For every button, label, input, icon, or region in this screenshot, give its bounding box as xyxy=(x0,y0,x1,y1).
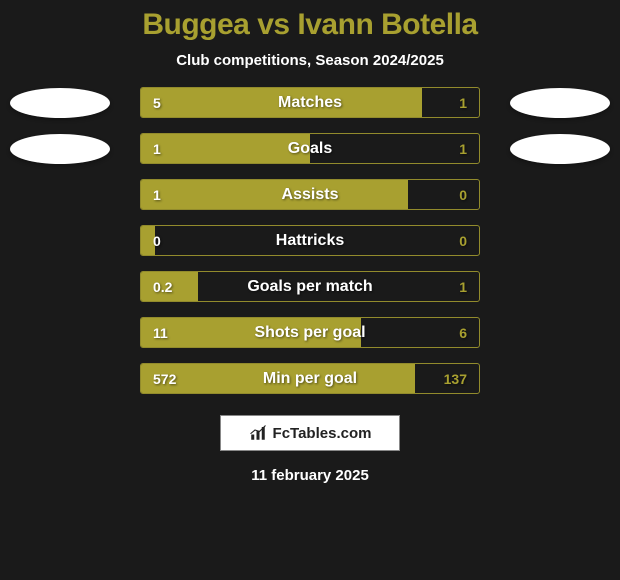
footer-date: 11 february 2025 xyxy=(251,467,369,484)
player-right-badge xyxy=(510,88,610,118)
fctables-logo[interactable]: FcTables.com xyxy=(220,415,400,451)
stat-bar-left: 1 xyxy=(141,180,408,209)
player-left-badge xyxy=(10,134,110,164)
player-left-badge xyxy=(10,88,110,118)
stat-label: Assists xyxy=(282,186,339,204)
subtitle: Club competitions, Season 2024/2025 xyxy=(176,52,444,69)
stat-row: 5 1 Matches xyxy=(0,87,620,118)
stat-value-right: 137 xyxy=(444,371,467,387)
stat-label: Shots per goal xyxy=(254,324,365,342)
stat-row: 1 0 Assists xyxy=(0,179,620,210)
stat-value-right: 1 xyxy=(459,141,467,157)
stat-bar-right: 1 xyxy=(422,88,479,117)
stat-row: 11 6 Shots per goal xyxy=(0,317,620,348)
stat-row: 1 1 Goals xyxy=(0,133,620,164)
stat-value-left: 1 xyxy=(153,187,161,203)
stat-bar-right: 1 xyxy=(310,134,479,163)
stat-bar: 1 1 Goals xyxy=(140,133,480,164)
player-right-badge xyxy=(510,134,610,164)
stat-bar-right: 6 xyxy=(361,318,479,347)
stat-bar: 0.2 1 Goals per match xyxy=(140,271,480,302)
stat-bar-left: 0.2 xyxy=(141,272,198,301)
stat-bar: 572 137 Min per goal xyxy=(140,363,480,394)
stat-value-left: 1 xyxy=(153,141,161,157)
stat-value-right: 1 xyxy=(459,279,467,295)
stat-row: 0 0 Hattricks xyxy=(0,225,620,256)
chart-icon xyxy=(249,424,267,442)
stat-label: Min per goal xyxy=(263,370,357,388)
stat-value-right: 1 xyxy=(459,95,467,111)
page-title: Buggea vs Ivann Botella xyxy=(142,8,477,42)
stat-bar-right: 0 xyxy=(408,180,479,209)
stat-bar-left: 0 xyxy=(141,226,155,255)
stat-value-right: 6 xyxy=(459,325,467,341)
comparison-chart: 51Matches11Goals10Assists00Hattricks0.21… xyxy=(0,87,620,409)
stat-bar: 11 6 Shots per goal xyxy=(140,317,480,348)
stat-label: Matches xyxy=(278,94,342,112)
stat-label: Goals xyxy=(288,140,332,158)
stat-bar: 0 0 Hattricks xyxy=(140,225,480,256)
stat-value-left: 0.2 xyxy=(153,279,172,295)
stat-label: Hattricks xyxy=(276,232,344,250)
stat-bar: 5 1 Matches xyxy=(140,87,480,118)
stat-bar-left: 1 xyxy=(141,134,310,163)
stat-value-left: 572 xyxy=(153,371,176,387)
stat-bar: 1 0 Assists xyxy=(140,179,480,210)
stat-value-right: 0 xyxy=(459,233,467,249)
stat-value-left: 5 xyxy=(153,95,161,111)
logo-text: FcTables.com xyxy=(273,425,372,442)
stat-label: Goals per match xyxy=(247,278,372,296)
stat-value-left: 11 xyxy=(153,325,168,341)
stat-value-right: 0 xyxy=(459,187,467,203)
stat-row: 572 137 Min per goal xyxy=(0,363,620,394)
stat-row: 0.2 1 Goals per match xyxy=(0,271,620,302)
stat-bar-right: 137 xyxy=(415,364,479,393)
